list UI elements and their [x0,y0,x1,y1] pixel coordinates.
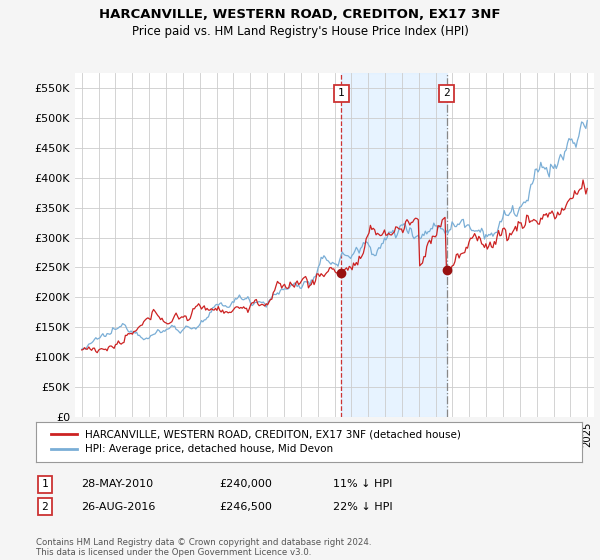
Text: £246,500: £246,500 [219,502,272,512]
Text: 2: 2 [443,88,450,99]
Text: 26-AUG-2016: 26-AUG-2016 [81,502,155,512]
Text: 22% ↓ HPI: 22% ↓ HPI [333,502,392,512]
Legend: HARCANVILLE, WESTERN ROAD, CREDITON, EX17 3NF (detached house), HPI: Average pri: HARCANVILLE, WESTERN ROAD, CREDITON, EX1… [47,425,465,459]
Text: 1: 1 [338,88,344,99]
Text: Price paid vs. HM Land Registry's House Price Index (HPI): Price paid vs. HM Land Registry's House … [131,25,469,38]
Text: Contains HM Land Registry data © Crown copyright and database right 2024.
This d: Contains HM Land Registry data © Crown c… [36,538,371,557]
Text: £240,000: £240,000 [219,479,272,489]
Text: 11% ↓ HPI: 11% ↓ HPI [333,479,392,489]
Bar [341,73,446,417]
Text: 2: 2 [41,502,49,512]
Text: 1: 1 [41,479,49,489]
Text: HARCANVILLE, WESTERN ROAD, CREDITON, EX17 3NF: HARCANVILLE, WESTERN ROAD, CREDITON, EX1… [99,8,501,21]
Text: 28-MAY-2010: 28-MAY-2010 [81,479,153,489]
